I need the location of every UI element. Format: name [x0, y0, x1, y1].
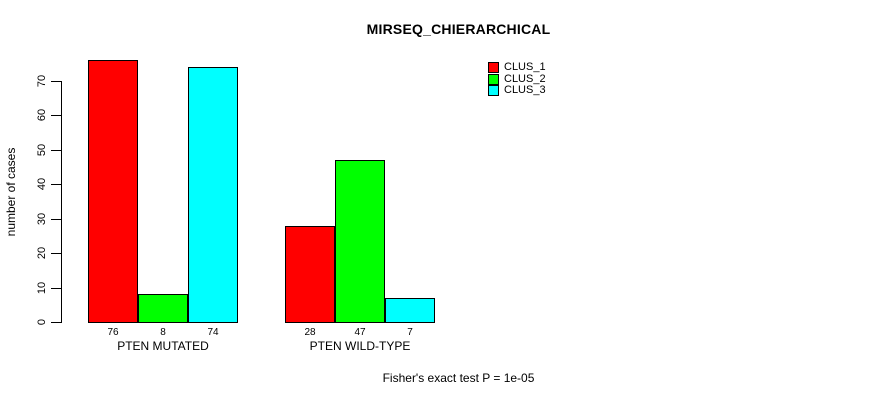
- footnote: Fisher's exact test P = 1e-05: [382, 371, 535, 385]
- chart-title: MIRSEQ_CHIERARCHICAL: [366, 21, 551, 37]
- y-tick: [51, 115, 61, 117]
- y-tick-label: 60: [36, 109, 48, 122]
- y-tick: [51, 184, 61, 186]
- y-tick-label: 10: [36, 281, 48, 294]
- y-tick-label: 20: [36, 247, 48, 260]
- y-tick-label: 50: [36, 143, 48, 156]
- bar: [385, 297, 435, 323]
- legend-label: CLUS_1: [504, 61, 546, 73]
- y-tick: [51, 81, 61, 82]
- bar-value-label: 47: [354, 327, 366, 338]
- y-tick: [51, 149, 61, 151]
- y-tick-label: 0: [36, 318, 48, 326]
- bar-value-label: 76: [107, 327, 119, 338]
- bar-value-label: 74: [207, 327, 219, 338]
- x-group-label: PTEN MUTATED: [117, 339, 209, 353]
- y-tick: [51, 218, 61, 220]
- legend-label: CLUS_3: [504, 84, 546, 96]
- y-tick: [51, 322, 61, 323]
- y-tick-label: 70: [36, 74, 48, 88]
- bar-value-label: 7: [407, 327, 413, 338]
- y-tick-label: 40: [36, 178, 48, 191]
- legend-swatch: [488, 85, 499, 96]
- y-tick: [51, 287, 61, 289]
- x-group-label: PTEN WILD-TYPE: [309, 339, 411, 353]
- legend-swatch: [488, 62, 499, 73]
- bar: [335, 160, 385, 323]
- legend-swatch: [488, 73, 499, 85]
- bar: [188, 67, 238, 323]
- y-tick-label: 30: [36, 212, 48, 225]
- legend-label: CLUS_2: [504, 72, 546, 85]
- y-axis-label: number of cases: [4, 147, 18, 237]
- y-axis-line: [61, 81, 62, 323]
- bar: [88, 60, 138, 323]
- y-tick: [51, 253, 61, 255]
- bar-value-label: 8: [160, 327, 166, 338]
- bar: [138, 294, 188, 323]
- bar-value-label: 28: [304, 327, 316, 338]
- bar: [285, 225, 335, 323]
